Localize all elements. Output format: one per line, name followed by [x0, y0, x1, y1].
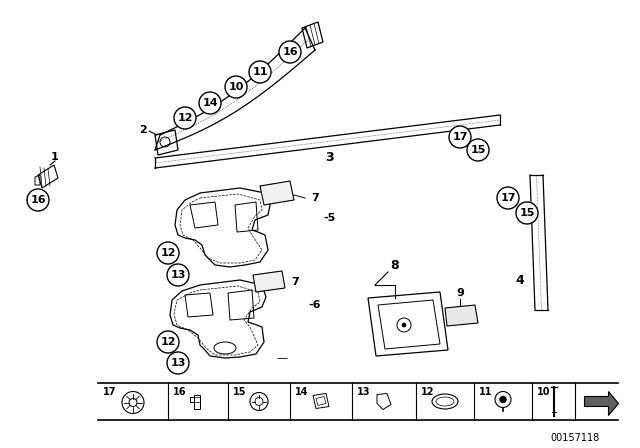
- Circle shape: [167, 264, 189, 286]
- Text: 2: 2: [139, 125, 147, 135]
- Text: -6: -6: [308, 300, 321, 310]
- Circle shape: [225, 76, 247, 98]
- Text: 9: 9: [456, 288, 464, 298]
- Text: —: —: [276, 353, 287, 363]
- Circle shape: [249, 61, 271, 83]
- Text: 13: 13: [170, 270, 186, 280]
- Text: 10: 10: [537, 387, 550, 397]
- Polygon shape: [584, 392, 618, 415]
- Circle shape: [157, 242, 179, 264]
- Circle shape: [27, 189, 49, 211]
- Text: 3: 3: [326, 151, 334, 164]
- Circle shape: [167, 352, 189, 374]
- Text: 12: 12: [160, 248, 176, 258]
- Text: -5: -5: [324, 213, 336, 223]
- Text: 12: 12: [421, 387, 435, 397]
- Text: 4: 4: [516, 273, 524, 287]
- Circle shape: [467, 139, 489, 161]
- Text: 15: 15: [519, 208, 534, 218]
- Text: 17: 17: [452, 132, 468, 142]
- Text: 15: 15: [233, 387, 246, 397]
- Polygon shape: [253, 271, 285, 292]
- Circle shape: [199, 92, 221, 114]
- Text: 00157118: 00157118: [550, 433, 600, 443]
- Circle shape: [516, 202, 538, 224]
- Text: 11: 11: [252, 67, 268, 77]
- Text: 1: 1: [51, 152, 59, 162]
- Circle shape: [497, 187, 519, 209]
- Text: 13: 13: [357, 387, 371, 397]
- Bar: [194, 395, 200, 409]
- Text: 12: 12: [177, 113, 193, 123]
- Text: 7: 7: [291, 277, 299, 287]
- Text: 10: 10: [228, 82, 244, 92]
- Text: 13: 13: [170, 358, 186, 368]
- Text: 17: 17: [500, 193, 516, 203]
- Bar: [190, 396, 194, 401]
- Polygon shape: [260, 181, 294, 205]
- Polygon shape: [445, 305, 478, 326]
- Circle shape: [500, 396, 506, 402]
- Circle shape: [449, 126, 471, 148]
- Text: 16: 16: [30, 195, 46, 205]
- Circle shape: [157, 331, 179, 353]
- Text: 7: 7: [311, 193, 319, 203]
- Text: 16: 16: [173, 387, 186, 397]
- Text: 17: 17: [103, 387, 116, 397]
- Circle shape: [402, 323, 406, 327]
- Text: 8: 8: [390, 258, 399, 271]
- Text: 11: 11: [479, 387, 493, 397]
- Text: 15: 15: [470, 145, 486, 155]
- Text: 14: 14: [295, 387, 308, 397]
- Text: 16: 16: [282, 47, 298, 57]
- Circle shape: [279, 41, 301, 63]
- Text: 12: 12: [160, 337, 176, 347]
- Circle shape: [174, 107, 196, 129]
- Text: 14: 14: [202, 98, 218, 108]
